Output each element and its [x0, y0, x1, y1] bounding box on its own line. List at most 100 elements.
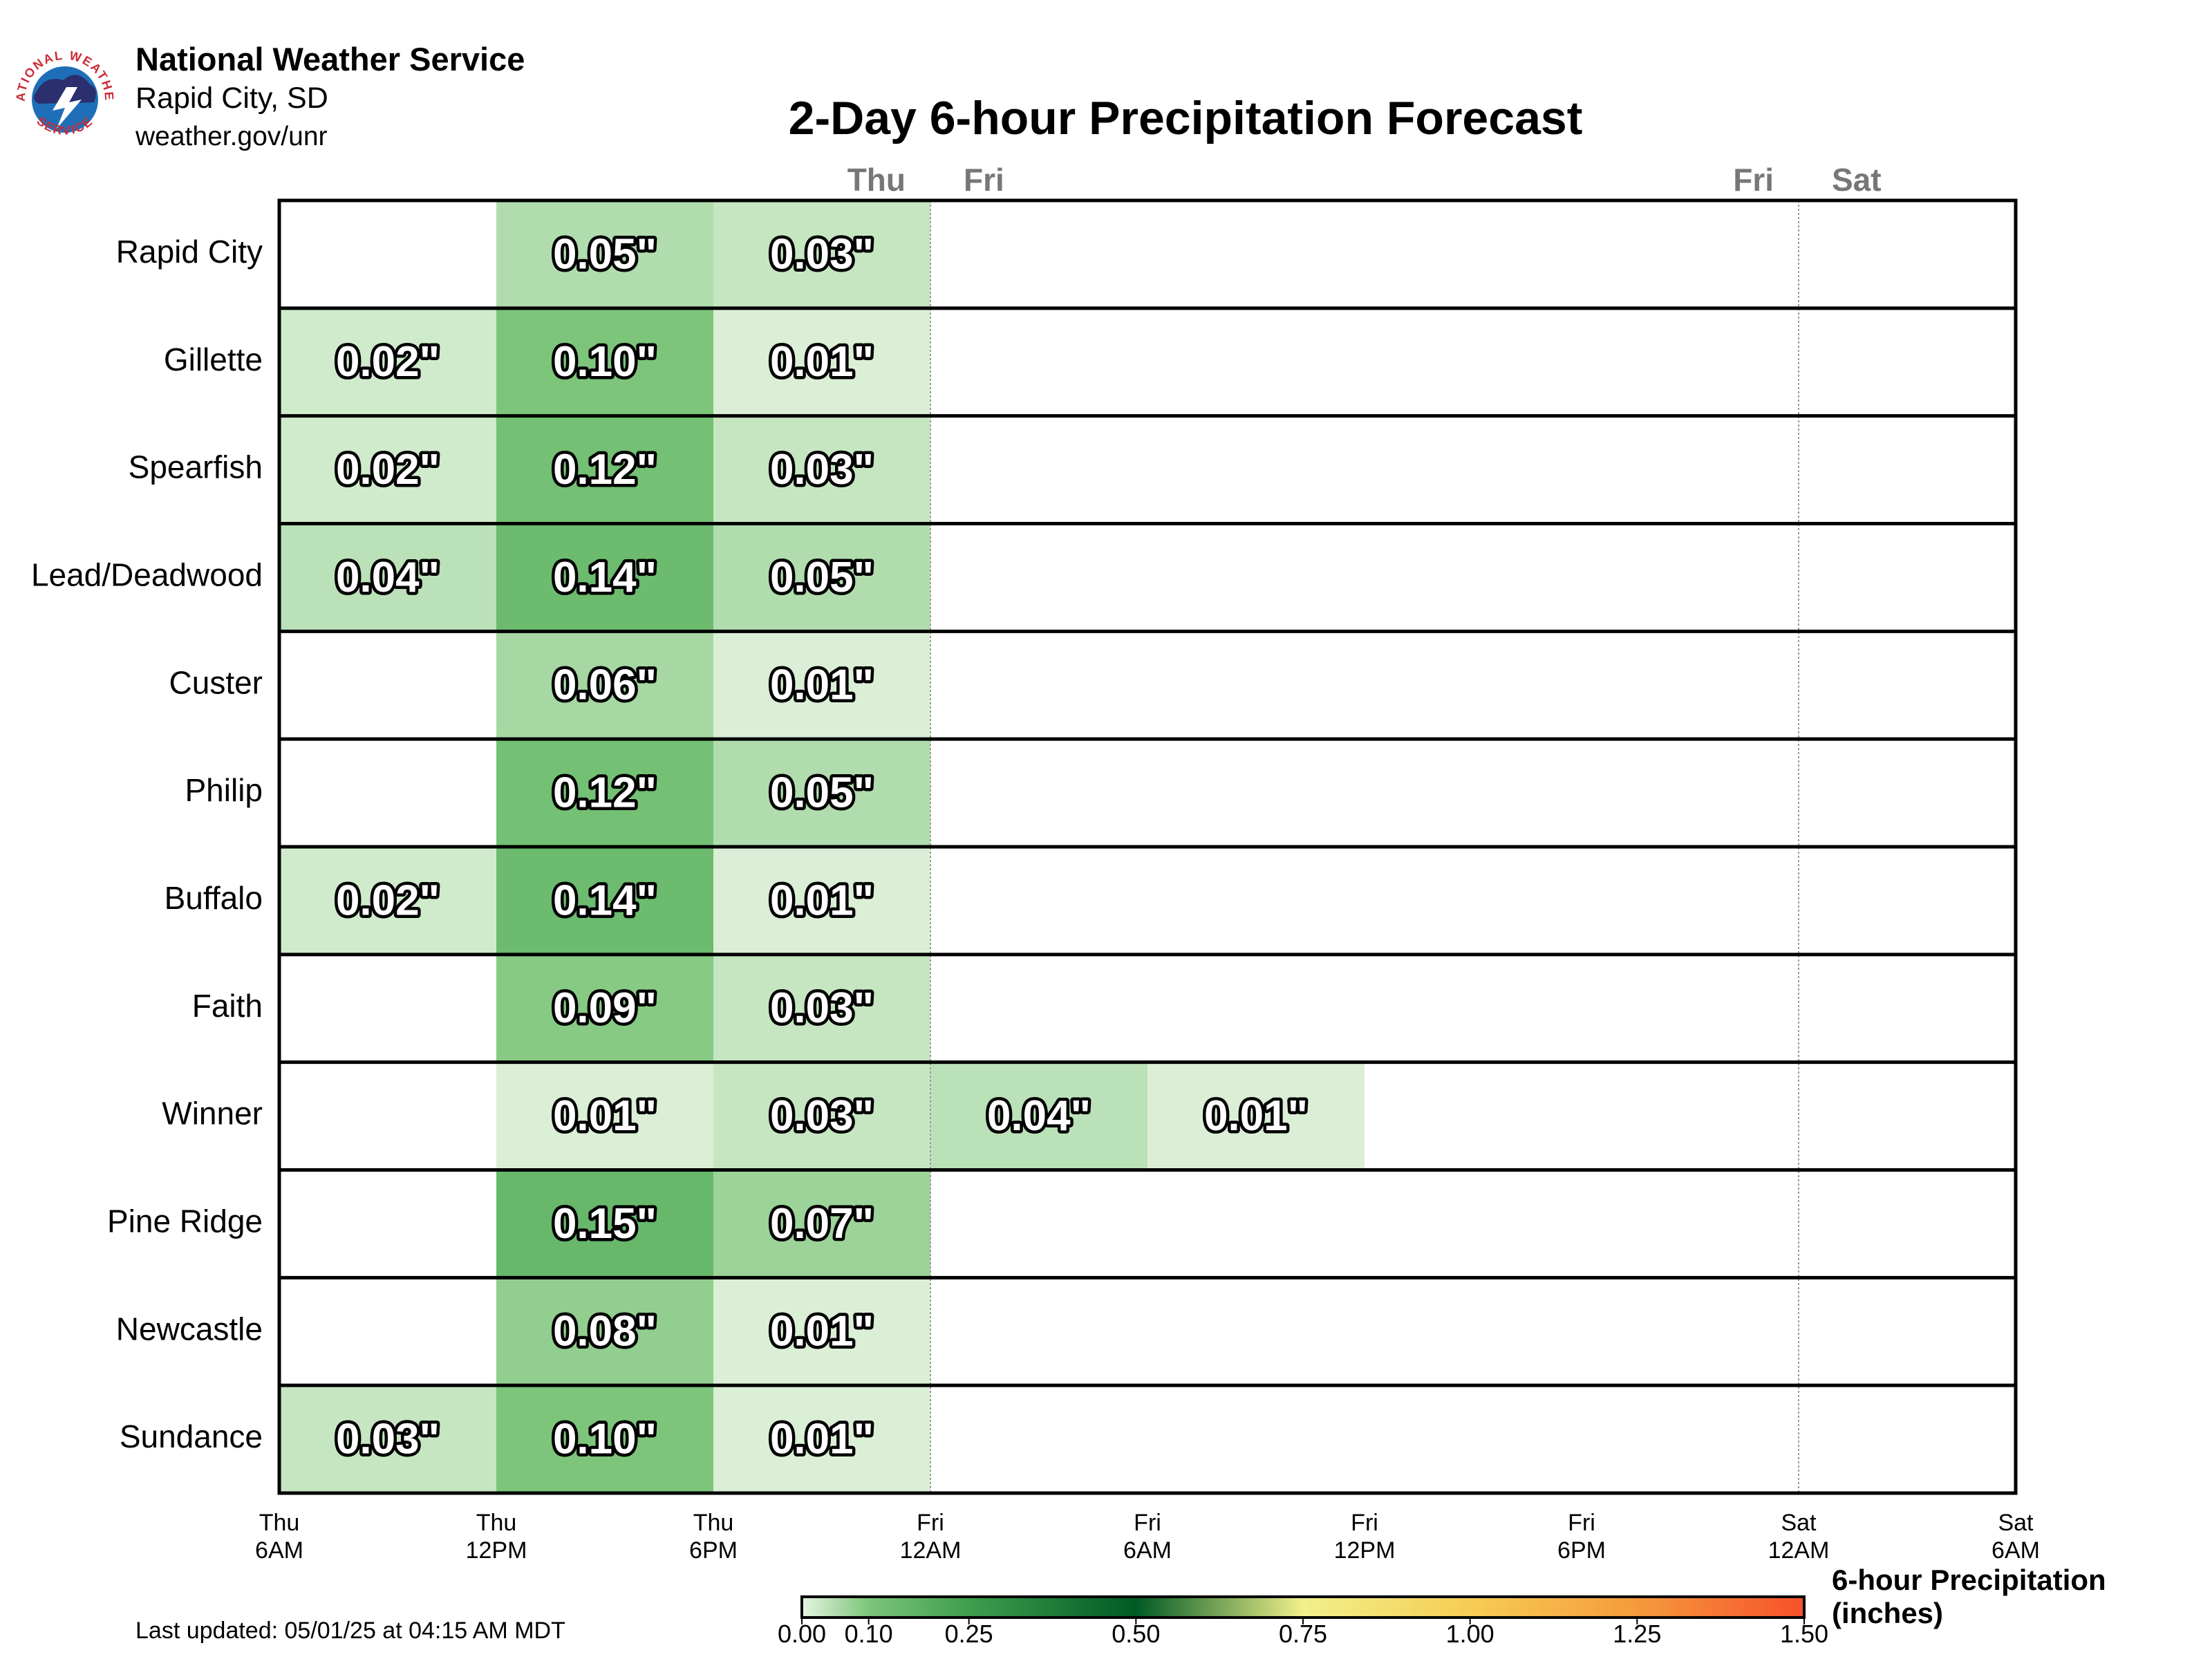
x-tick-day: Fri [917, 1510, 944, 1536]
row-label: Gillette [164, 341, 263, 377]
org-city: Rapid City, SD [135, 82, 328, 115]
day-marker-label: Fri [1733, 162, 1774, 198]
x-tick-time: 12AM [900, 1537, 962, 1564]
x-tick-day: Thu [693, 1510, 734, 1536]
heatmap-cell [713, 631, 930, 740]
heatmap-cell [496, 1062, 713, 1170]
cell-value-label: 0.01" [770, 338, 874, 386]
x-tick-time: 6AM [1991, 1537, 2040, 1564]
heatmap-cell [930, 1062, 1147, 1170]
day-marker-label: Sat [1832, 162, 1882, 198]
x-tick-day: Fri [1351, 1510, 1378, 1536]
row-label: Winner [162, 1096, 263, 1132]
legend-tick-label: 0.25 [945, 1620, 993, 1648]
heatmap-cell [496, 308, 713, 416]
cell-value-label: 0.03" [336, 1415, 440, 1463]
cell-value-label: 0.01" [770, 877, 874, 924]
cell-value-label: 0.08" [553, 1308, 657, 1356]
legend-title: 6-hour Precipitation (inches) [1832, 1564, 2106, 1630]
heatmap-cell [713, 954, 930, 1062]
heatmap-cell [713, 415, 930, 524]
x-tick-time: 12PM [1334, 1537, 1396, 1564]
heatmap-cell [496, 739, 713, 847]
heatmap-cell [713, 847, 930, 955]
last-updated: Last updated: 05/01/25 at 04:15 AM MDT [135, 1618, 565, 1644]
heatmap-cell [496, 631, 713, 740]
x-tick-time: 12AM [1768, 1537, 1830, 1564]
x-tick-day: Fri [1568, 1510, 1595, 1536]
x-tick-time: 6PM [689, 1537, 738, 1564]
heatmap-cell [713, 523, 930, 632]
x-tick-time: 6AM [255, 1537, 303, 1564]
row-label: Buffalo [165, 880, 263, 916]
cell-value-label: 0.04" [336, 554, 440, 601]
heatmap-cell [496, 954, 713, 1062]
cell-value-label: 0.06" [553, 662, 657, 709]
row-label: Philip [185, 772, 263, 808]
cell-value-label: 0.14" [553, 877, 657, 924]
cell-value-label: 0.12" [553, 446, 657, 494]
x-tick-day: Thu [259, 1510, 300, 1536]
x-tick-day: Thu [476, 1510, 517, 1536]
legend-title-line2: (inches) [1832, 1597, 1944, 1629]
heatmap-cell [496, 523, 713, 632]
x-tick-time: 12PM [466, 1537, 527, 1564]
legend-tick-label: 0.75 [1279, 1620, 1327, 1648]
heatmap-cell [279, 1385, 496, 1493]
x-tick-time: 6PM [1557, 1537, 1606, 1564]
cell-value-label: 0.09" [553, 984, 657, 1032]
cell-value-label: 0.01" [770, 1415, 874, 1463]
cell-value-label: 0.05" [770, 554, 874, 601]
heatmap-cell [496, 1170, 713, 1278]
row-label: Spearfish [129, 449, 263, 485]
cell-value-label: 0.15" [553, 1200, 657, 1248]
heatmap-cell [496, 1385, 713, 1493]
cell-value-label: 0.05" [770, 769, 874, 816]
org-block: National Weather Service Rapid City, SD … [135, 40, 525, 156]
legend-tick-label: 0.00 [778, 1620, 826, 1648]
plot-frame [277, 198, 2018, 1495]
cell-value-label: 0.03" [770, 984, 874, 1032]
row-label: Lead/Deadwood [31, 557, 263, 593]
nws-logo: NATIONAL WEATHER SERVICE [10, 39, 119, 153]
cells-layer [279, 200, 1365, 1493]
heatmap-cell [496, 1277, 713, 1386]
heatmap-cell [713, 1385, 930, 1493]
heatmap-cell [279, 415, 496, 524]
heatmap-cell [496, 847, 713, 955]
cell-value-label: 0.02" [336, 446, 440, 494]
legend-tick-label: 1.50 [1780, 1620, 1828, 1648]
heatmap-cell [496, 415, 713, 524]
legend-layer: 0.00 0.10 0.25 0.50 0.75 1.00 1.25 1.50 [778, 1595, 1828, 1648]
x-tick-time: 6AM [1123, 1537, 1172, 1564]
heatmap-cell [279, 308, 496, 416]
labels-layer: 0.05" 0.03" Rapid City 0.02" 0.10" 0.01" Gille… [31, 162, 2040, 1564]
row-label: Rapid City [116, 234, 263, 270]
cell-value-label: 0.12" [553, 769, 657, 816]
heatmap-cell [279, 523, 496, 632]
cell-value-label: 0.05" [553, 230, 657, 278]
legend-tick-label: 0.10 [845, 1620, 893, 1648]
heatmap-cell [279, 847, 496, 955]
cell-value-label: 0.01" [770, 662, 874, 709]
org-url: weather.gov/unr [135, 122, 328, 151]
heatmap-cell [713, 1170, 930, 1278]
cell-value-label: 0.14" [553, 554, 657, 601]
cell-value-label: 0.01" [1204, 1092, 1308, 1140]
x-tick-day: Sat [1998, 1510, 2034, 1536]
cell-value-label: 0.03" [770, 230, 874, 278]
row-label: Custer [169, 664, 263, 700]
row-label: Faith [192, 988, 263, 1024]
x-tick-day: Fri [1134, 1510, 1161, 1536]
cell-value-label: 0.02" [336, 877, 440, 924]
heatmap-cell [713, 1062, 930, 1170]
org-name: National Weather Service [135, 41, 525, 77]
cell-value-label: 0.01" [770, 1308, 874, 1356]
legend-tick-label: 1.00 [1446, 1620, 1494, 1648]
legend-tick-label: 0.50 [1112, 1620, 1160, 1648]
legend-title-line1: 6-hour Precipitation [1832, 1564, 2106, 1596]
x-tick-day: Sat [1781, 1510, 1817, 1536]
cell-value-label: 0.10" [553, 1415, 657, 1463]
cell-value-label: 0.02" [336, 338, 440, 386]
